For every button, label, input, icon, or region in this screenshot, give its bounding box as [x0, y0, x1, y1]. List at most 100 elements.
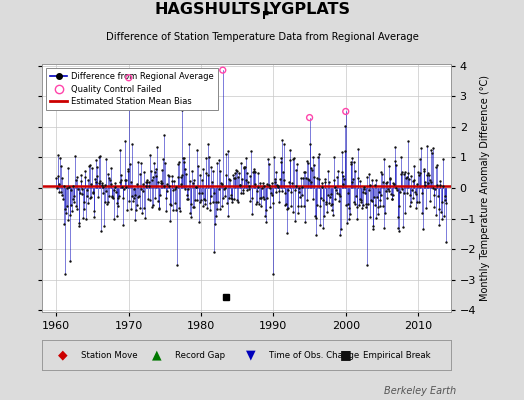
- Point: [268, 180, 276, 187]
- Text: ◆: ◆: [58, 348, 68, 362]
- Point: [162, 208, 170, 214]
- Point: [178, 107, 187, 114]
- Point: [309, 196, 318, 202]
- Point: [361, 190, 369, 196]
- Point: [159, 156, 167, 162]
- Point: [158, 167, 166, 174]
- Point: [129, 186, 138, 192]
- Point: [210, 248, 219, 255]
- Point: [249, 166, 258, 172]
- Point: [137, 186, 145, 192]
- Point: [197, 197, 205, 203]
- Point: [323, 192, 332, 198]
- Point: [190, 176, 199, 183]
- Point: [331, 184, 340, 190]
- Text: F: F: [262, 11, 269, 21]
- Point: [366, 182, 375, 188]
- Point: [157, 178, 166, 185]
- Point: [123, 168, 132, 175]
- Point: [359, 202, 367, 208]
- Point: [315, 151, 323, 158]
- Point: [433, 162, 441, 168]
- Point: [306, 140, 314, 147]
- Point: [176, 208, 184, 214]
- Point: [307, 178, 315, 185]
- Point: [289, 156, 298, 162]
- Point: [99, 190, 107, 196]
- Point: [167, 172, 176, 179]
- Point: [251, 181, 259, 187]
- Point: [259, 196, 268, 202]
- Point: [187, 201, 195, 208]
- Point: [149, 174, 158, 180]
- Point: [386, 174, 394, 181]
- Point: [391, 158, 399, 164]
- Point: [236, 182, 244, 188]
- Point: [61, 206, 70, 213]
- Point: [365, 187, 373, 193]
- Point: [210, 189, 218, 196]
- Point: [157, 180, 165, 186]
- Point: [182, 196, 191, 202]
- Point: [410, 163, 419, 169]
- Point: [404, 170, 412, 176]
- Point: [150, 160, 158, 166]
- Point: [215, 206, 224, 212]
- Point: [242, 177, 250, 183]
- Point: [290, 186, 299, 193]
- Point: [267, 192, 276, 198]
- Point: [239, 189, 247, 196]
- Point: [398, 186, 406, 192]
- Point: [214, 199, 222, 205]
- Point: [416, 170, 424, 176]
- Point: [206, 164, 215, 170]
- Point: [139, 169, 148, 175]
- Point: [149, 202, 157, 208]
- Point: [311, 215, 320, 221]
- Point: [174, 161, 182, 168]
- Point: [378, 170, 386, 177]
- Point: [219, 195, 227, 202]
- Point: [135, 193, 143, 200]
- Point: [96, 153, 105, 159]
- Point: [173, 261, 181, 268]
- Point: [271, 176, 279, 182]
- Text: HAGSHULTS: HAGSHULTS: [155, 2, 262, 17]
- Point: [88, 165, 96, 171]
- Point: [104, 170, 113, 177]
- Point: [230, 175, 238, 181]
- Point: [186, 178, 194, 184]
- Point: [413, 181, 422, 187]
- Point: [80, 199, 89, 206]
- Point: [57, 188, 66, 195]
- Point: [185, 140, 193, 147]
- Point: [138, 210, 146, 216]
- Point: [177, 174, 185, 180]
- Point: [337, 169, 346, 175]
- Point: [434, 192, 442, 199]
- Point: [99, 184, 107, 191]
- Point: [336, 231, 344, 238]
- Point: [121, 138, 129, 144]
- Point: [410, 177, 418, 183]
- Point: [125, 197, 134, 204]
- Point: [159, 183, 168, 189]
- Point: [377, 192, 386, 198]
- Point: [128, 193, 137, 199]
- Point: [168, 178, 176, 184]
- Point: [102, 156, 110, 162]
- Point: [86, 193, 95, 200]
- Point: [357, 199, 366, 206]
- Point: [83, 200, 92, 206]
- Point: [58, 175, 66, 182]
- Point: [79, 215, 87, 221]
- Point: [282, 230, 291, 236]
- Point: [297, 175, 305, 181]
- Point: [181, 166, 189, 172]
- Point: [225, 195, 233, 201]
- Point: [435, 222, 443, 228]
- Point: [339, 181, 347, 187]
- Point: [201, 200, 210, 207]
- Point: [231, 175, 239, 182]
- Point: [277, 159, 286, 165]
